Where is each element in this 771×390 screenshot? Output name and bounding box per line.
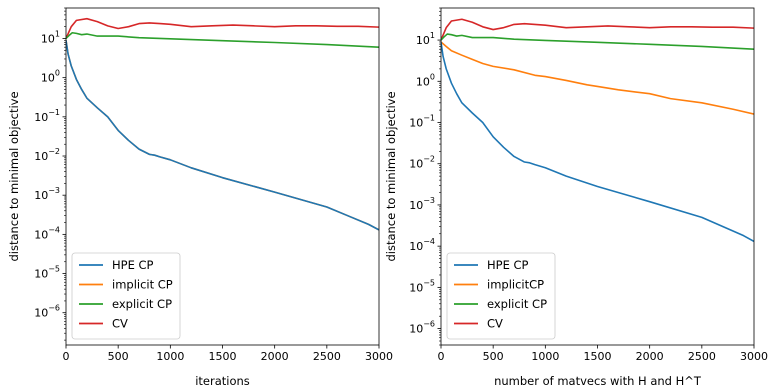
x-tick-label: 1500 — [209, 350, 237, 363]
legend-label: implicit CP — [112, 278, 173, 292]
y-tick-label: 10−5 — [409, 278, 435, 294]
y-tick-label: 10−3 — [409, 196, 435, 212]
y-tick-label: 100 — [41, 69, 60, 85]
legend-label: CV — [112, 317, 128, 331]
y-tick-label: 10−4 — [409, 237, 435, 253]
series-line-2 — [66, 40, 379, 231]
y-axis-label: distance to minimal objective — [384, 91, 398, 261]
x-tick-label: 3000 — [365, 350, 393, 363]
legend-label: implicitCP — [487, 278, 544, 292]
legend: HPE CP implicitCP explicit CP CV — [446, 252, 556, 340]
x-tick-label: 3000 — [740, 350, 768, 363]
y-tick-label: 10−1 — [409, 114, 435, 130]
legend-box — [446, 252, 556, 340]
y-tick-label: 100 — [416, 72, 435, 88]
x-tick-label: 500 — [483, 350, 504, 363]
y-tick-label: 10−5 — [34, 265, 60, 281]
y-tick-label: 101 — [416, 31, 435, 47]
y-axis-label: distance to minimal objective — [7, 91, 21, 261]
y-tick-label: 10−6 — [409, 320, 435, 336]
legend-label: HPE CP — [112, 258, 154, 272]
series-line-2 — [441, 41, 754, 115]
y-tick-label: 10−4 — [34, 225, 60, 241]
chart-panel-1: 10−6 10−5 10−4 10−3 10−2 10−1 100 101 0 500 1000 15… — [7, 7, 393, 388]
x-tick-label: 2500 — [688, 350, 716, 363]
series-line-1 — [66, 40, 379, 231]
x-tick-label: 1000 — [156, 350, 184, 363]
y-tick-label: 10−6 — [34, 304, 60, 320]
x-axis-label: iterations — [195, 374, 250, 388]
y-tick-label: 101 — [41, 29, 60, 45]
legend-label: HPE CP — [487, 258, 529, 272]
legend-label: explicit CP — [487, 297, 547, 311]
series-line-4 — [441, 18, 754, 41]
legend-label: explicit CP — [112, 297, 172, 311]
series-line-3 — [66, 31, 379, 48]
axes-frame — [440, 7, 755, 346]
x-tick-label: 1500 — [584, 350, 612, 363]
x-tick-label: 2000 — [636, 350, 664, 363]
x-tick-label: 1000 — [531, 350, 559, 363]
series-group — [66, 17, 379, 231]
series-group — [441, 18, 754, 243]
legend: HPE CP implicit CP explicit CP CV — [71, 252, 181, 340]
x-tick-label: 0 — [438, 350, 445, 363]
y-tick-label: 10−1 — [34, 108, 60, 124]
x-tick-label: 0 — [63, 350, 70, 363]
y-tick-label: 10−2 — [409, 155, 435, 171]
series-line-4 — [66, 17, 379, 39]
x-tick-label: 500 — [108, 350, 129, 363]
chart-panel-2: 10−6 10−5 10−4 10−3 10−2 10−1 100 101 0 500 1000 15… — [384, 7, 768, 388]
axes-frame — [65, 7, 380, 346]
x-tick-label: 2000 — [261, 350, 289, 363]
series-line-1 — [441, 41, 754, 243]
x-tick-label: 2500 — [313, 350, 341, 363]
y-tick-label: 10−2 — [34, 147, 60, 163]
legend-box — [71, 252, 181, 340]
series-line-3 — [441, 33, 754, 51]
x-axis-label: number of matvecs with H and H^T — [494, 374, 702, 388]
y-tick-label: 10−3 — [34, 186, 60, 202]
legend-label: CV — [487, 317, 503, 331]
